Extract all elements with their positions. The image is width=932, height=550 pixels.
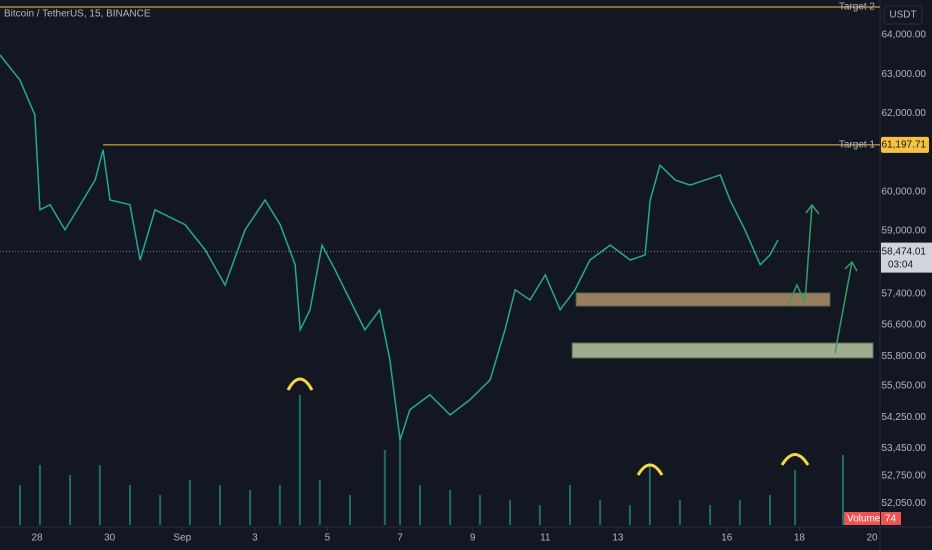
volume-bar	[738, 500, 741, 525]
currency: USDT	[889, 10, 916, 21]
y-tick-label: 55,800.00	[882, 351, 927, 362]
target-price-box	[881, 136, 929, 153]
zone	[575, 292, 831, 307]
volume-bar	[419, 485, 422, 525]
volume-bar	[219, 485, 221, 525]
target-label: Target 2	[839, 2, 876, 13]
x-tick-label: 20	[866, 533, 878, 544]
volume-label-box	[844, 512, 880, 525]
volume-bar	[399, 435, 402, 525]
x-tick-label: 11	[540, 533, 551, 544]
volume-bar	[509, 500, 512, 525]
volume-bar	[648, 465, 651, 525]
annotation-arc	[636, 463, 664, 476]
target-price: 61,197.71	[882, 139, 927, 150]
volume-bar	[98, 465, 101, 525]
y-tick-label: 54,250.00	[882, 412, 927, 423]
volume-bar	[383, 450, 386, 525]
arrow-head	[805, 203, 820, 215]
y-tick-label: 52,750.00	[882, 471, 927, 482]
x-tick-label: 13	[612, 533, 624, 544]
y-tick-label: 62,000.00	[882, 108, 927, 119]
y-tick-label: 53,450.00	[882, 443, 927, 454]
arrow-head	[844, 260, 858, 272]
volume-value: 74	[885, 514, 897, 525]
target-label: Target 1	[839, 139, 876, 150]
zone	[571, 342, 874, 359]
annotation-arc	[780, 453, 810, 466]
volume-bar	[348, 495, 351, 525]
volume-bar	[278, 485, 281, 525]
x-tick-label: 7	[397, 533, 403, 544]
x-tick-label: 5	[325, 533, 331, 544]
y-tick-label: 59,000.00	[882, 226, 927, 237]
volume-bar	[794, 470, 797, 525]
volume-bar	[318, 480, 321, 525]
volume-value-box	[881, 512, 901, 525]
currency-box	[883, 5, 923, 25]
price-line	[0, 54, 779, 441]
forecast-arrow	[834, 261, 853, 354]
y-tick-label: 55,050.00	[882, 380, 927, 391]
current-price: 58,474.01	[882, 246, 927, 257]
y-tick-label: 63,000.00	[882, 69, 927, 80]
volume-bar	[69, 475, 72, 525]
plot	[0, 6, 880, 525]
annotation-arc	[286, 377, 314, 391]
countdown: 03:04	[888, 259, 913, 270]
x-tick-label: 16	[721, 533, 733, 544]
x-tick-label: 18	[794, 533, 806, 544]
volume-bar	[628, 505, 631, 525]
volume-bar	[38, 465, 41, 525]
volume-bar	[159, 495, 162, 525]
volume-bar	[538, 505, 541, 525]
y-tick-label: 57,400.00	[882, 288, 927, 299]
volume-bar	[709, 505, 712, 525]
volume-bar	[599, 500, 602, 525]
y-tick-label: 64,000.00	[882, 30, 927, 41]
y-tick-label: 52,050.00	[882, 498, 927, 509]
volume-bar	[568, 485, 571, 525]
x-tick-label: 28	[31, 533, 43, 544]
volume-bar	[678, 500, 681, 525]
volume-bar	[769, 495, 771, 525]
current-price-box	[881, 242, 932, 273]
volume-bar	[298, 395, 301, 525]
volume-bar	[128, 485, 131, 525]
y-tick-label: 60,000.00	[882, 186, 927, 197]
volume-bar	[478, 495, 481, 525]
volume-label: Volume	[847, 514, 881, 525]
x-tick-label: 30	[104, 533, 116, 544]
volume-bar	[249, 490, 252, 525]
volume-bar	[841, 455, 844, 525]
volume-bar	[18, 485, 21, 525]
volume-bar	[449, 490, 452, 525]
forecast-arrow	[787, 204, 813, 306]
x-tick-label: 3	[252, 533, 258, 544]
y-tick-label: 56,600.00	[882, 320, 927, 331]
volume-bar	[188, 480, 191, 525]
x-tick-label: Sep	[173, 533, 191, 544]
chart-title: Bitcoin / TetherUS, 15, BINANCE	[4, 9, 151, 20]
x-tick-label: 9	[470, 533, 476, 544]
